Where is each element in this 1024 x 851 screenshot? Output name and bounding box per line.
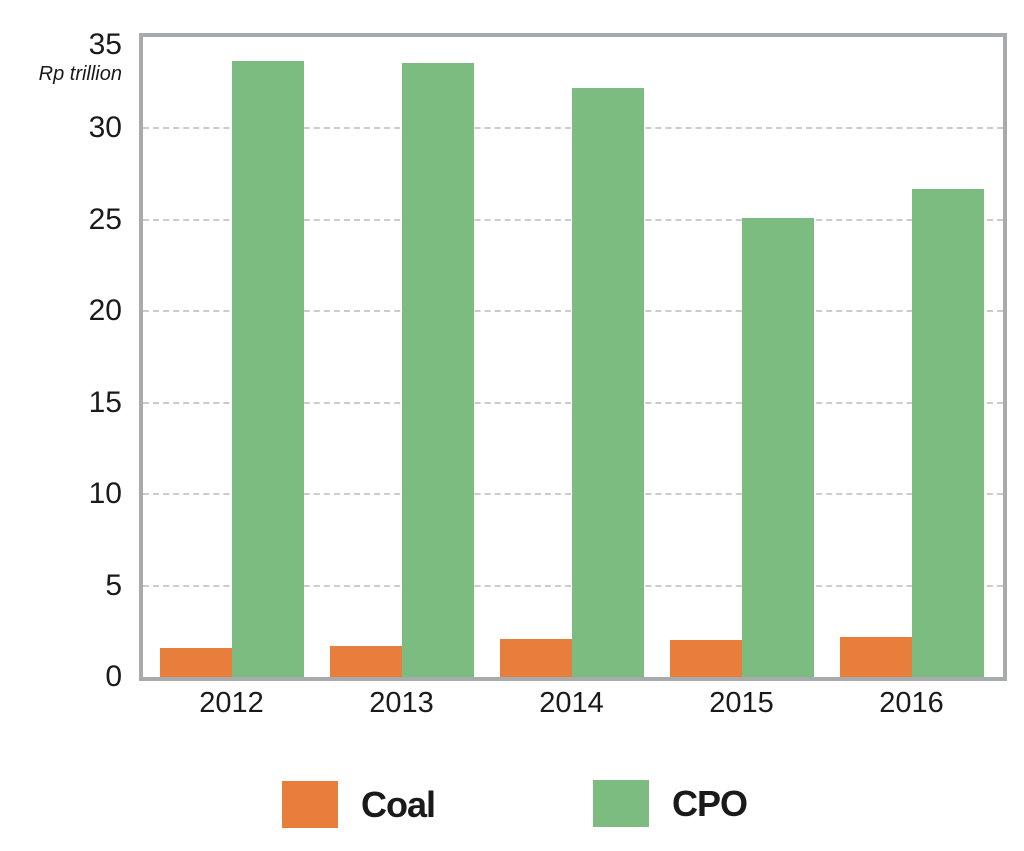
bar-coal-2016 [839, 636, 912, 677]
x-tick-label-2014: 2014 [539, 687, 604, 719]
legend-label-cpo: CPO [672, 782, 748, 824]
x-tick-label-2012: 2012 [199, 687, 264, 719]
bar-coal-2015 [669, 640, 742, 677]
bar-cpo-2012 [231, 60, 304, 677]
y-tick-label-5: 5 [105, 568, 122, 602]
y-tick-label-10: 10 [88, 477, 122, 511]
y-axis-unit-label: Rp trillion [38, 63, 122, 85]
y-tick-label-30: 30 [88, 111, 122, 145]
legend-swatch-coal [282, 781, 338, 828]
bar-cpo-2015 [741, 218, 814, 677]
y-tick-label-0: 0 [105, 660, 122, 693]
y-tick-label-15: 15 [88, 385, 122, 419]
bar-coal-2013 [329, 645, 402, 677]
x-tick-label-2013: 2013 [369, 687, 434, 719]
x-tick-label-2015: 2015 [709, 687, 774, 719]
bar-coal-2014 [499, 638, 572, 677]
legend-swatch-cpo [593, 780, 649, 827]
legend-item-coal: Coal [282, 781, 436, 828]
y-tick-label-35: 35 [88, 28, 122, 61]
legend-label-coal: Coal [361, 783, 436, 825]
bar-cpo-2014 [571, 88, 644, 677]
x-tick-label-2016: 2016 [879, 687, 944, 719]
y-tick-label-25: 25 [88, 202, 122, 236]
bar-cpo-2016 [911, 188, 984, 677]
y-tick-label-20: 20 [88, 294, 122, 328]
legend-item-cpo: CPO [593, 780, 748, 827]
bar-cpo-2013 [401, 62, 474, 677]
bar-coal-2012 [159, 647, 232, 677]
plot-area [139, 33, 1007, 681]
